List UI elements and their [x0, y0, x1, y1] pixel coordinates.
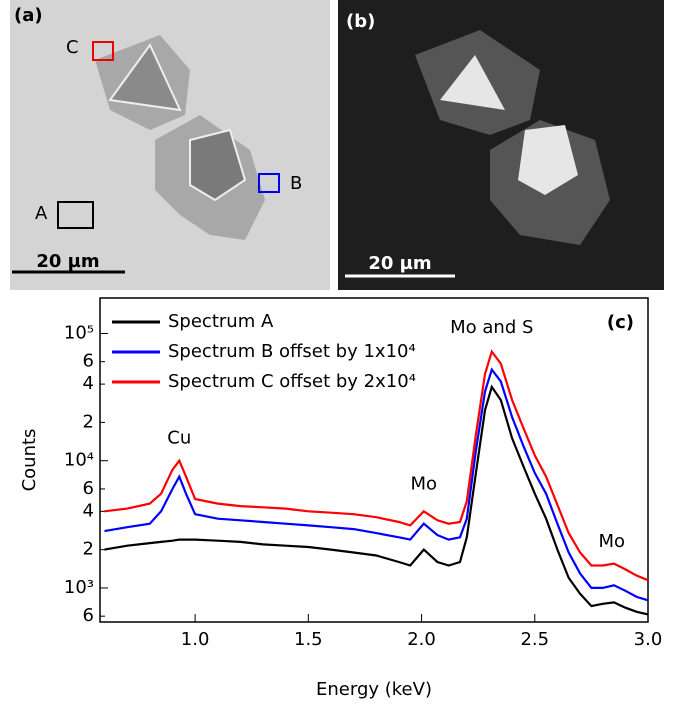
annotation: Mo [411, 474, 438, 495]
y-tick-label: 2 [83, 539, 94, 560]
annotation: Mo [598, 531, 625, 552]
panel-a: (a) C B A 20 µm [10, 0, 330, 290]
region-marker [92, 41, 114, 61]
y-tick-label: 10⁵ [64, 322, 94, 343]
marker-label: B [290, 173, 302, 194]
legend-label: Spectrum C offset by 2x10⁴ [168, 371, 416, 392]
y-tick-label: 10⁴ [64, 450, 94, 471]
x-axis-label: Energy (keV) [316, 679, 432, 700]
panel-b: (b) 20 µm [338, 0, 664, 290]
crystal [440, 55, 505, 110]
spectrum-line [104, 349, 649, 582]
annotation: Mo and S [450, 317, 533, 338]
y-tick-label: 2 [83, 411, 94, 432]
panel-label: (a) [14, 5, 43, 26]
x-tick-label: 2.5 [520, 629, 549, 650]
legend-label: Spectrum A [168, 311, 274, 332]
y-tick-label: 6 [83, 351, 94, 372]
crystal [189, 128, 247, 202]
legend-label: Spectrum B offset by 1x10⁴ [168, 341, 416, 362]
y-tick-label: 4 [83, 500, 94, 521]
region-marker [57, 201, 94, 229]
y-axis-label: Counts [19, 429, 40, 492]
crystal [518, 125, 578, 195]
y-tick-label: 6 [83, 478, 94, 499]
y-tick-label: 10³ [64, 577, 94, 598]
region-marker [258, 173, 280, 193]
annotation: Cu [167, 427, 191, 448]
x-tick-label: 3.0 [634, 629, 663, 650]
scale-label: 20 µm [36, 251, 99, 272]
marker-label: A [35, 203, 48, 224]
y-tick-label: 4 [83, 373, 94, 394]
spectrum-line [104, 384, 649, 616]
spectrum-line [104, 367, 649, 602]
x-tick-label: 1.0 [181, 629, 210, 650]
scale-label: 20 µm [368, 253, 431, 274]
x-tick-label: 1.5 [294, 629, 323, 650]
y-tick-label: 6 [83, 605, 94, 626]
crystal [108, 43, 182, 112]
marker-label: C [66, 37, 79, 58]
panel-label: (c) [607, 312, 634, 333]
panel-label: (b) [346, 11, 375, 32]
plot-frame [99, 297, 649, 623]
chart: (c) Energy (keV) Counts 610³24610⁴24610⁵… [19, 297, 663, 700]
x-tick-label: 2.0 [407, 629, 436, 650]
